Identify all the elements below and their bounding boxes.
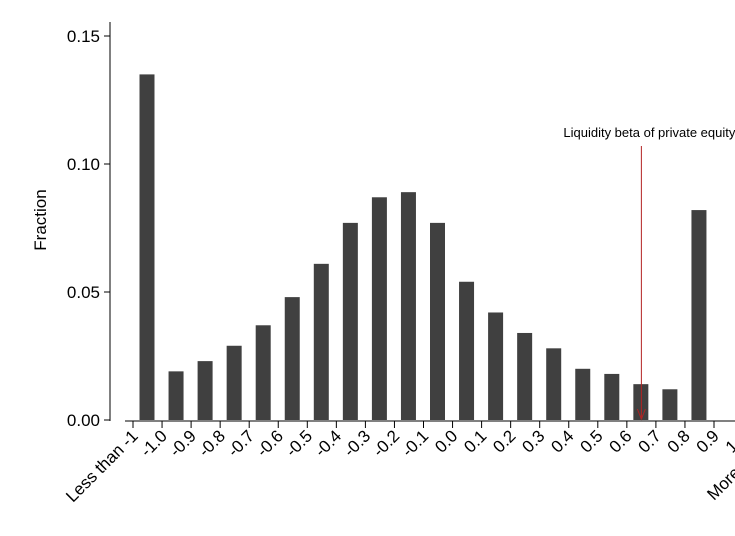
bars xyxy=(139,74,707,421)
bar xyxy=(575,368,591,420)
bar xyxy=(459,281,475,420)
bar xyxy=(430,222,445,420)
bar xyxy=(371,197,387,420)
x-tick-label: 0.9 xyxy=(693,426,723,456)
x-tick-label: 0.6 xyxy=(606,426,636,456)
annotation-arrowhead xyxy=(636,408,646,421)
x-tick-label: -0.6 xyxy=(253,426,287,460)
annotation: Liquidity beta of private equity xyxy=(563,125,735,421)
x-tick-label: 0.0 xyxy=(431,426,461,456)
x-tick-label: -0.9 xyxy=(166,426,200,460)
x-tick-label: 0.7 xyxy=(635,426,665,456)
x-tick-label: -0.4 xyxy=(311,426,345,460)
bar xyxy=(168,371,184,420)
bar xyxy=(197,361,213,420)
y-tick-label: 0.05 xyxy=(67,283,100,302)
y-tick-label: 0.00 xyxy=(67,411,100,430)
bar xyxy=(226,345,242,420)
x-tick-label: -0.1 xyxy=(398,426,432,460)
bar xyxy=(342,222,358,420)
x-tick-label: 0.3 xyxy=(518,426,548,456)
x-tick-label: 1.0 xyxy=(722,426,735,456)
y-axis: 0.00 0.05 0.10 0.15 xyxy=(67,22,111,430)
x-tick-label: -0.7 xyxy=(224,426,258,460)
bar xyxy=(255,325,271,420)
y-tick-label: 0.10 xyxy=(67,155,100,174)
x-tick-label: 0.5 xyxy=(576,426,606,456)
bar xyxy=(604,373,620,420)
x-axis: Less than -1-1.0-0.9-0.8-0.7-0.6-0.5-0.4… xyxy=(62,420,735,506)
x-tick-label: -1.0 xyxy=(137,426,171,460)
y-axis-title: Fraction xyxy=(31,189,50,250)
bar xyxy=(284,297,300,420)
x-tick-label: 0.2 xyxy=(489,426,519,456)
x-tick-label: 0.8 xyxy=(664,426,694,456)
bar xyxy=(488,312,504,420)
bar xyxy=(691,210,707,420)
bar xyxy=(546,348,562,420)
bar xyxy=(633,384,649,420)
annotation-label: Liquidity beta of private equity xyxy=(563,125,735,140)
x-tick-label: 0.1 xyxy=(460,426,490,456)
bar xyxy=(139,74,155,421)
bar xyxy=(662,389,678,420)
y-tick-label: 0.15 xyxy=(67,27,100,46)
bar xyxy=(517,332,533,420)
x-tick-label: 0.4 xyxy=(547,426,577,456)
x-tick-label: Less than -1 xyxy=(62,426,142,506)
x-tick-label: -0.2 xyxy=(369,426,403,460)
x-tick-label: -0.5 xyxy=(282,426,316,460)
bar xyxy=(400,192,416,420)
x-tick-label: -0.8 xyxy=(195,426,229,460)
bar xyxy=(313,263,329,420)
x-tick-label: -0.3 xyxy=(340,426,374,460)
